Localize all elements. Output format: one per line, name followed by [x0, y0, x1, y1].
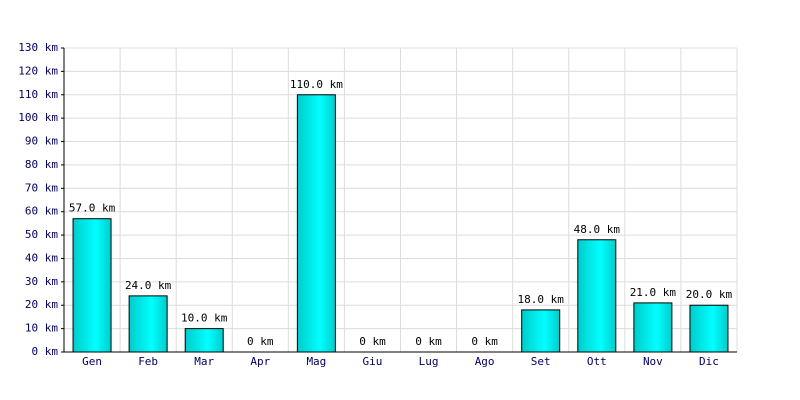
y-tick-label: 130 km	[18, 41, 58, 54]
x-tick-label: Mag	[306, 355, 326, 368]
x-tick-label: Set	[531, 355, 551, 368]
bar	[72, 218, 112, 353]
bar	[521, 309, 561, 353]
bar	[633, 302, 673, 353]
y-tick-label: 20 km	[25, 298, 58, 311]
bar	[577, 239, 617, 353]
value-label: 110.0 km	[290, 78, 343, 91]
y-tick-label: 80 km	[25, 158, 58, 171]
value-label: 18.0 km	[518, 293, 565, 306]
y-tick-label: 60 km	[25, 205, 58, 218]
x-tick-label: Gen	[82, 355, 102, 368]
x-tick-label: Apr	[250, 355, 270, 368]
y-tick-label: 120 km	[18, 64, 58, 77]
y-tick-label: 70 km	[25, 181, 58, 194]
x-tick-label: Dic	[699, 355, 719, 368]
value-label: 10.0 km	[181, 312, 228, 325]
y-tick-label: 90 km	[25, 135, 58, 148]
value-label: 0 km	[247, 335, 274, 348]
y-tick-label: 50 km	[25, 228, 58, 241]
value-label: 0 km	[471, 335, 498, 348]
x-tick-label: Feb	[138, 355, 158, 368]
y-tick-label: 0 km	[32, 345, 59, 358]
value-label: 48.0 km	[574, 223, 621, 236]
x-tick-label: Ago	[475, 355, 495, 368]
x-tick-label: Mar	[194, 355, 214, 368]
value-label: 24.0 km	[125, 279, 172, 292]
value-label: 20.0 km	[686, 288, 733, 301]
bar	[128, 295, 168, 353]
y-tick-label: 10 km	[25, 322, 58, 335]
value-label: 0 km	[359, 335, 386, 348]
bar	[296, 94, 336, 353]
x-tick-label: Giu	[363, 355, 383, 368]
y-tick-label: 30 km	[25, 275, 58, 288]
y-tick-label: 110 km	[18, 88, 58, 101]
value-label: 57.0 km	[69, 202, 116, 215]
value-label: 21.0 km	[630, 286, 677, 299]
bar	[184, 328, 224, 353]
bar	[689, 304, 729, 353]
x-tick-label: Ott	[587, 355, 607, 368]
value-label: 0 km	[415, 335, 442, 348]
x-tick-label: Nov	[643, 355, 663, 368]
x-tick-label: Lug	[419, 355, 439, 368]
y-tick-label: 100 km	[18, 111, 58, 124]
y-tick-label: 40 km	[25, 251, 58, 264]
